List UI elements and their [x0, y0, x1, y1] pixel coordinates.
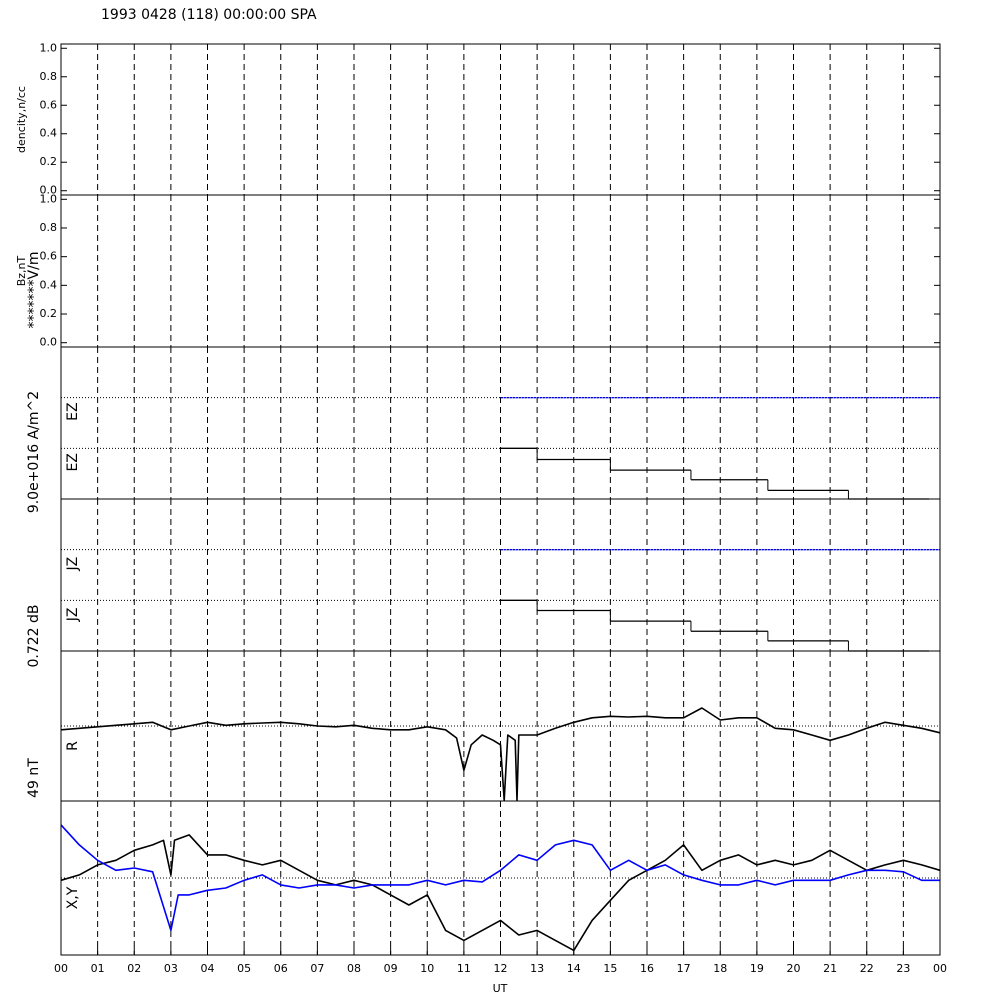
x-tick-label: 07: [310, 962, 324, 975]
series-line: [60, 824, 940, 932]
series-label: EZ: [65, 402, 81, 420]
y-tick-label: 0.4: [40, 278, 58, 291]
x-tick-label: 05: [237, 962, 251, 975]
panel-label: R: [65, 741, 81, 751]
x-tick-label: 22: [860, 962, 874, 975]
y-tick-label: 1.0: [40, 41, 58, 54]
x-tick-label: 10: [420, 962, 434, 975]
x-tick-label: 18: [713, 962, 727, 975]
x-tick-label: 17: [677, 962, 691, 975]
y-axis-label: Bz,nT: [15, 255, 28, 286]
scale-label: 0.722 dB: [26, 604, 42, 667]
x-tick-label: 01: [91, 962, 105, 975]
x-axis-label: UT: [493, 982, 508, 995]
y-tick-label: 0.2: [40, 307, 58, 320]
y-tick-label: 0.6: [40, 98, 58, 111]
scale-label: 49 nT: [26, 758, 42, 798]
x-tick-label: 23: [896, 962, 910, 975]
y-tick-label: 0.6: [40, 250, 58, 263]
x-tick-label: 06: [274, 962, 288, 975]
x-tick-label: 16: [640, 962, 654, 975]
x-tick-label: 14: [567, 962, 581, 975]
x-tick-label: 20: [787, 962, 801, 975]
scale-label: *******V/m: [26, 252, 42, 329]
series-line: [60, 707, 941, 802]
y-tick-label: 0.8: [40, 221, 58, 234]
y-tick-label: 0.8: [40, 70, 58, 83]
series-label: EZ: [65, 453, 81, 471]
series-line: [60, 834, 941, 952]
x-tick-label: 13: [530, 962, 544, 975]
y-axis-label: dencity,n/cc: [15, 86, 28, 153]
x-tick-label: 19: [750, 962, 764, 975]
chart-title: 1993 0428 (118) 00:00:00 SPA: [101, 7, 317, 23]
x-tick-label: 02: [127, 962, 141, 975]
y-tick-label: 0.2: [40, 155, 58, 168]
y-tick-label: 0.4: [40, 127, 58, 140]
y-tick-label: 0.0: [40, 336, 58, 349]
x-tick-label: 00: [933, 962, 947, 975]
y-tick-label: 1.0: [40, 192, 58, 205]
panel-label: X,Y: [65, 886, 81, 909]
scale-label: 9.0e+016 A/m^2: [26, 391, 42, 513]
x-tick-label: 03: [164, 962, 178, 975]
x-tick-label: 12: [494, 962, 508, 975]
x-tick-label: 04: [201, 962, 215, 975]
y-tick-label: 0.0: [40, 184, 58, 197]
x-tick-label: 09: [384, 962, 398, 975]
x-tick-label: 00: [54, 962, 68, 975]
series-label: JZ: [65, 607, 81, 622]
x-tick-label: 11: [457, 962, 471, 975]
series-label: JZ: [65, 557, 81, 572]
x-tick-label: 21: [823, 962, 837, 975]
x-tick-label: 15: [603, 962, 617, 975]
x-tick-label: 08: [347, 962, 361, 975]
